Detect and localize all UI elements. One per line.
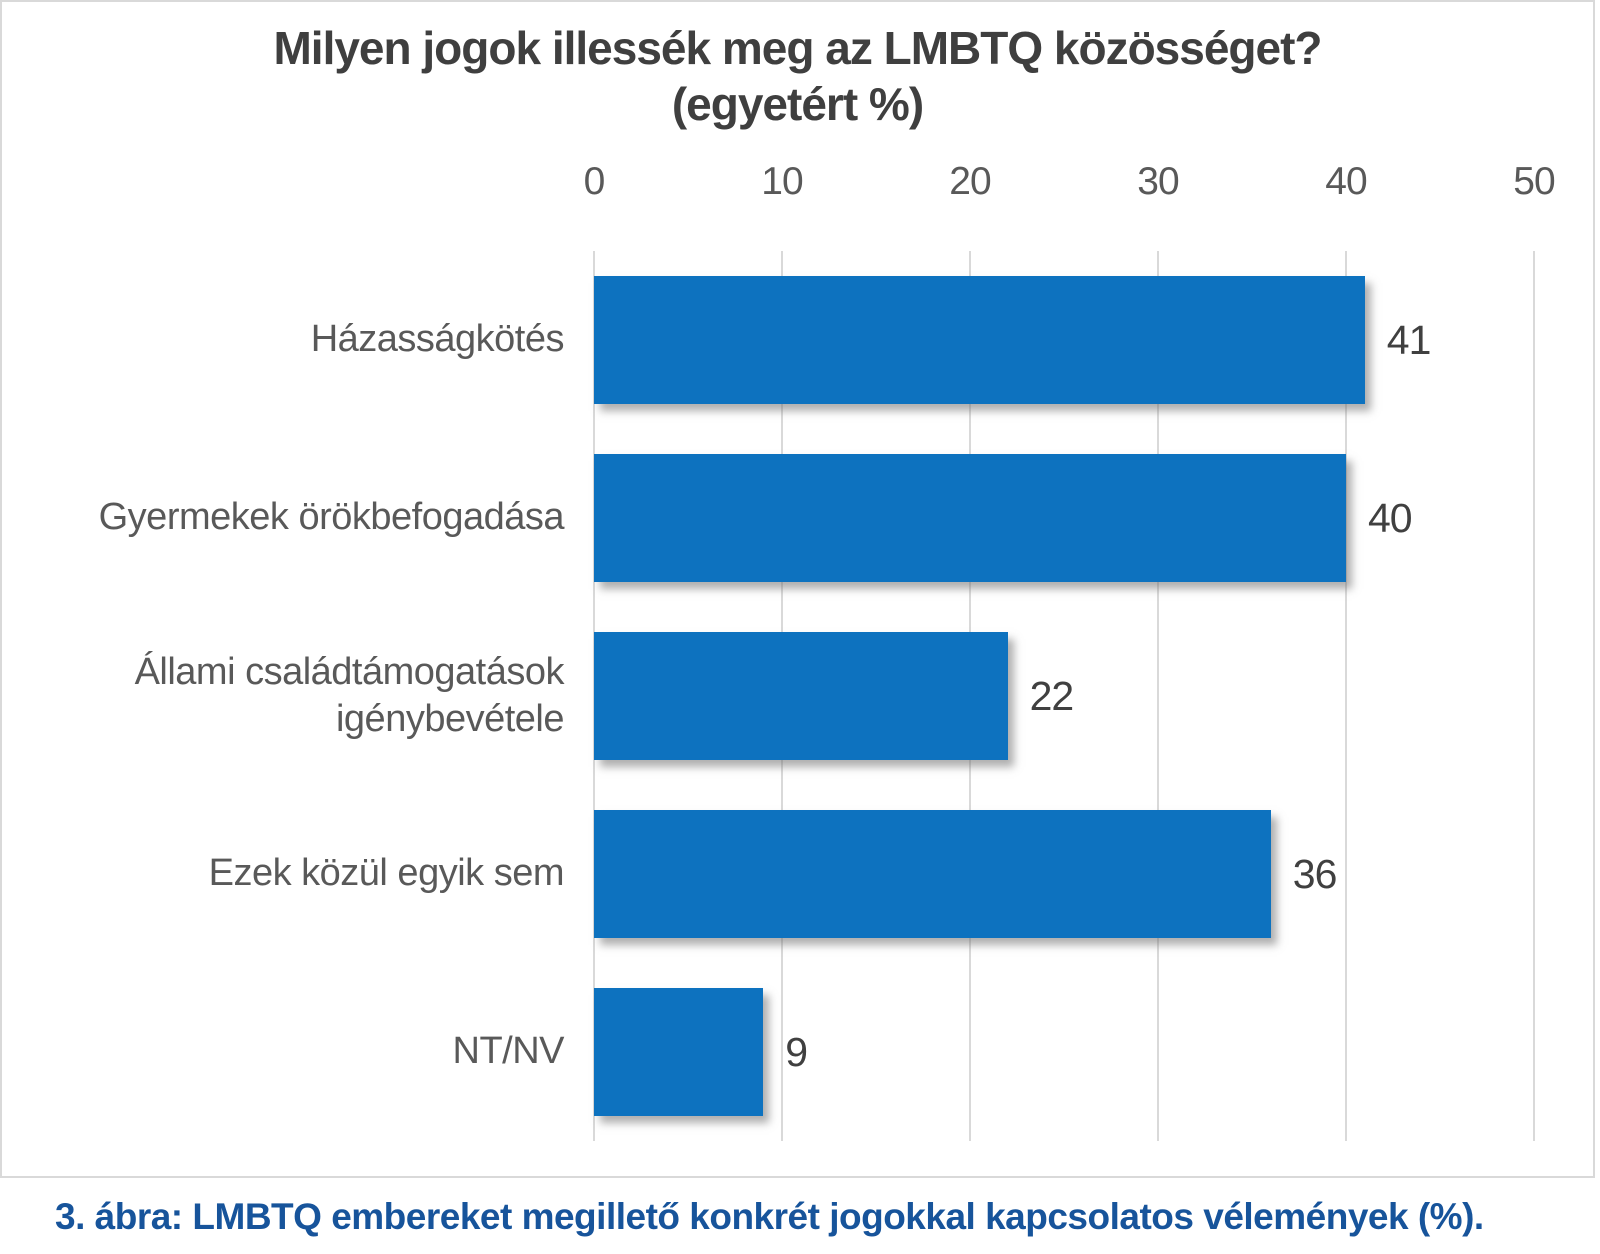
plot-area: Házasságkötés 41 Gyermekek örökbefogadás… [2,251,1593,1141]
gridline [1157,251,1159,1141]
bar-track: 36 [594,785,1534,963]
bar-track: 41 [594,251,1534,429]
value-label: 36 [1292,850,1338,897]
bar-track: 40 [594,429,1534,607]
x-axis-tick: 40 [1325,160,1367,203]
bar [594,276,1365,404]
figure-caption: 3. ábra: LMBTQ embereket megillető konkr… [55,1196,1484,1237]
category-label: Állami családtámogatások igénybevétele [134,650,565,741]
chart-title: Milyen jogok illessék meg az LMBTQ közös… [2,20,1593,132]
bar-chart: Milyen jogok illessék meg az LMBTQ közös… [0,0,1595,1178]
value-label: 9 [785,1028,808,1075]
value-label: 22 [1029,672,1075,719]
x-axis-tick: 20 [949,160,991,203]
chart-title-line1: Milyen jogok illessék meg az LMBTQ közös… [273,22,1322,74]
bar-rows: Házasságkötés 41 Gyermekek örökbefogadás… [2,251,1593,1141]
gridline [1533,251,1535,1141]
bar [594,632,1008,760]
value-label: 41 [1386,316,1432,363]
bar [594,454,1346,582]
bar-row: Ezek közül egyik sem 36 [2,785,1593,963]
bar [594,988,764,1116]
x-axis-tick: 30 [1137,160,1179,203]
bar-row: Állami családtámogatások igénybevétele 2… [2,607,1593,785]
bar-track: 22 [594,607,1534,785]
chart-title-line2: (egyetért %) [671,78,924,131]
category-label: Házasságkötés [310,318,565,361]
bar-track: 9 [594,963,1534,1141]
category-label: Gyermekek örökbefogadása [98,496,565,539]
bar-row: Házasságkötés 41 [2,251,1593,429]
bar-row: Gyermekek örökbefogadása 40 [2,429,1593,607]
bar-row: NT/NV 9 [2,963,1593,1141]
category-label: Ezek közül egyik sem [208,852,565,895]
gridline [1345,251,1347,1141]
x-axis-tick-labels: 0 10 20 30 40 50 [584,160,1556,212]
value-label: 40 [1368,494,1413,541]
category-label: NT/NV [452,1030,565,1073]
x-axis-tick: 0 [583,160,606,203]
x-axis-tick: 50 [1513,160,1555,203]
x-axis-tick: 10 [761,160,803,203]
bar [594,810,1271,938]
